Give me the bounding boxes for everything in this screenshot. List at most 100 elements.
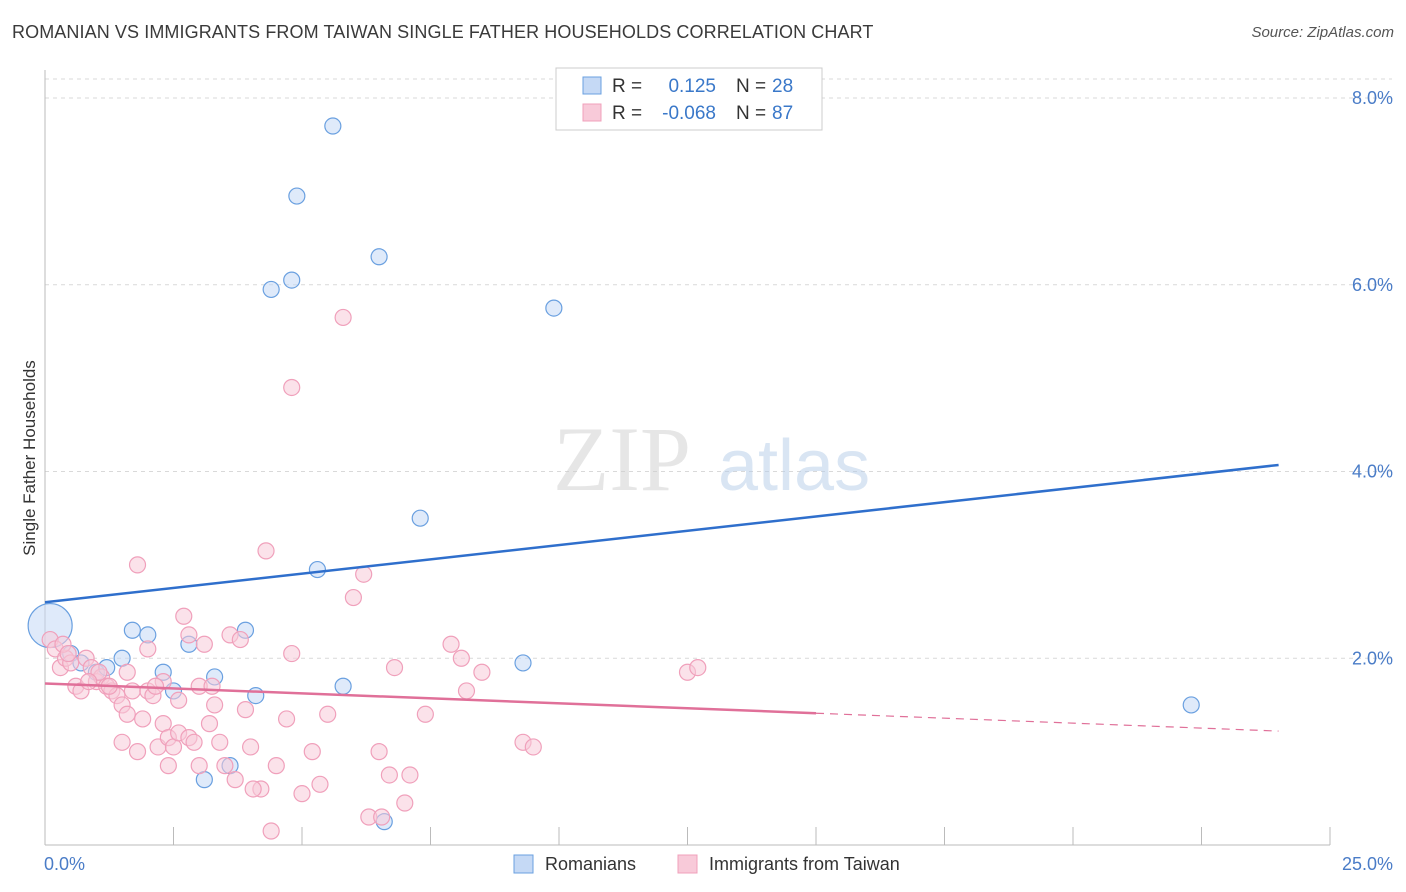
point-taiwan: [262, 822, 280, 840]
point-taiwan: [128, 743, 147, 761]
stats-legend: R = 0.125 N = 28 R = -0.068 N = 87: [555, 67, 823, 131]
point-taiwan: [380, 766, 398, 784]
point-taiwan: [118, 705, 136, 723]
point-romanians: [308, 560, 327, 579]
point-romanians: [262, 280, 280, 299]
point-taiwan: [457, 682, 476, 700]
x-tick-label-max: 25.0%: [1342, 854, 1393, 874]
trendline-taiwan-extension: [815, 712, 1279, 732]
point-taiwan: [524, 738, 542, 756]
legend-label-taiwan: Immigrants from Taiwan: [709, 854, 900, 874]
point-taiwan: [159, 757, 177, 775]
point-taiwan: [473, 663, 491, 681]
point-taiwan: [452, 649, 470, 667]
point-taiwan: [180, 626, 198, 644]
point-taiwan: [242, 738, 260, 756]
y-tick-label: 4.0%: [1352, 462, 1393, 482]
point-taiwan: [303, 743, 321, 761]
stats-r-label-taiwan: R =: [612, 103, 642, 124]
point-taiwan: [185, 733, 203, 751]
point-taiwan: [118, 663, 136, 681]
data-points: [27, 117, 1200, 840]
point-romanians: [123, 621, 141, 639]
point-romanians: [288, 187, 306, 205]
point-taiwan: [416, 705, 434, 723]
y-tick-label: 8.0%: [1352, 88, 1393, 108]
legend-swatch-romanians: [513, 854, 534, 874]
point-taiwan: [200, 715, 219, 733]
point-romanians: [334, 677, 352, 695]
point-taiwan: [134, 710, 152, 728]
point-romanians: [247, 687, 265, 705]
point-taiwan: [344, 588, 362, 607]
point-taiwan: [113, 733, 131, 751]
point-taiwan: [442, 635, 460, 653]
legend-label-romanians: Romanians: [545, 854, 636, 874]
point-romanians: [283, 271, 301, 289]
point-taiwan: [257, 542, 275, 560]
point-taiwan: [385, 658, 404, 677]
point-taiwan: [689, 658, 707, 677]
trendline-romanians: [44, 463, 1279, 604]
stats-r-value-taiwan: -0.068: [662, 103, 716, 124]
point-taiwan: [267, 757, 285, 775]
point-taiwan: [203, 677, 221, 695]
series-legend: Romanians Immigrants from Taiwan: [513, 854, 900, 874]
point-taiwan: [231, 630, 249, 649]
point-taiwan: [311, 775, 329, 793]
point-taiwan: [128, 556, 147, 574]
point-taiwan: [293, 785, 311, 803]
watermark-zip: ZIP: [553, 408, 691, 510]
point-taiwan: [283, 378, 301, 397]
trend-lines: [44, 463, 1279, 732]
point-taiwan: [334, 308, 352, 327]
point-taiwan: [175, 607, 193, 625]
point-taiwan: [206, 696, 224, 714]
point-taiwan: [216, 757, 234, 775]
watermark-atlas: atlas: [718, 426, 870, 506]
point-taiwan: [373, 808, 391, 826]
chart-source: Source: ZipAtlas.com: [1251, 24, 1394, 41]
point-taiwan: [195, 635, 213, 653]
stats-r-label-romanians: R =: [612, 76, 642, 97]
x-tick-label-min: 0.0%: [44, 854, 85, 874]
chart-title: ROMANIAN VS IMMIGRANTS FROM TAIWAN SINGL…: [12, 22, 874, 42]
point-taiwan: [80, 672, 98, 691]
axes: 2.0% 4.0% 6.0% 8.0%: [44, 70, 1393, 846]
stats-n-value-romanians: 28: [772, 76, 793, 97]
watermark: ZIP atlas: [553, 408, 870, 510]
point-romanians: [411, 509, 429, 527]
stats-legend-swatch-taiwan: [582, 103, 602, 122]
y-tick-label: 2.0%: [1352, 648, 1393, 668]
point-taiwan: [236, 701, 255, 719]
y-tick-label: 6.0%: [1352, 275, 1393, 295]
point-romanians: [1182, 696, 1200, 714]
point-romanians: [370, 248, 388, 266]
y-axis-title: Single Father Households: [20, 360, 39, 556]
point-taiwan: [283, 644, 301, 663]
legend-swatch-taiwan: [677, 854, 698, 874]
stats-n-label-romanians: N =: [736, 76, 766, 97]
point-taiwan: [59, 644, 77, 663]
point-taiwan: [396, 794, 414, 812]
point-taiwan: [170, 691, 188, 709]
point-taiwan: [319, 705, 337, 723]
point-taiwan: [226, 771, 244, 789]
point-romanians: [545, 299, 563, 317]
point-taiwan: [123, 682, 141, 700]
stats-r-value-romanians: 0.125: [668, 76, 716, 97]
point-taiwan: [190, 757, 208, 775]
point-taiwan: [244, 780, 262, 798]
point-romanians: [514, 654, 532, 672]
grid-lines: [45, 78, 1392, 659]
point-taiwan: [139, 640, 157, 658]
point-taiwan: [401, 766, 419, 784]
trendline-taiwan: [44, 682, 817, 715]
stats-n-value-taiwan: 87: [772, 103, 793, 124]
point-taiwan: [211, 733, 229, 751]
point-romanians: [324, 117, 342, 135]
point-taiwan: [370, 743, 388, 761]
stats-legend-swatch-romanians: [582, 76, 602, 95]
stats-n-label-taiwan: N =: [736, 103, 766, 124]
